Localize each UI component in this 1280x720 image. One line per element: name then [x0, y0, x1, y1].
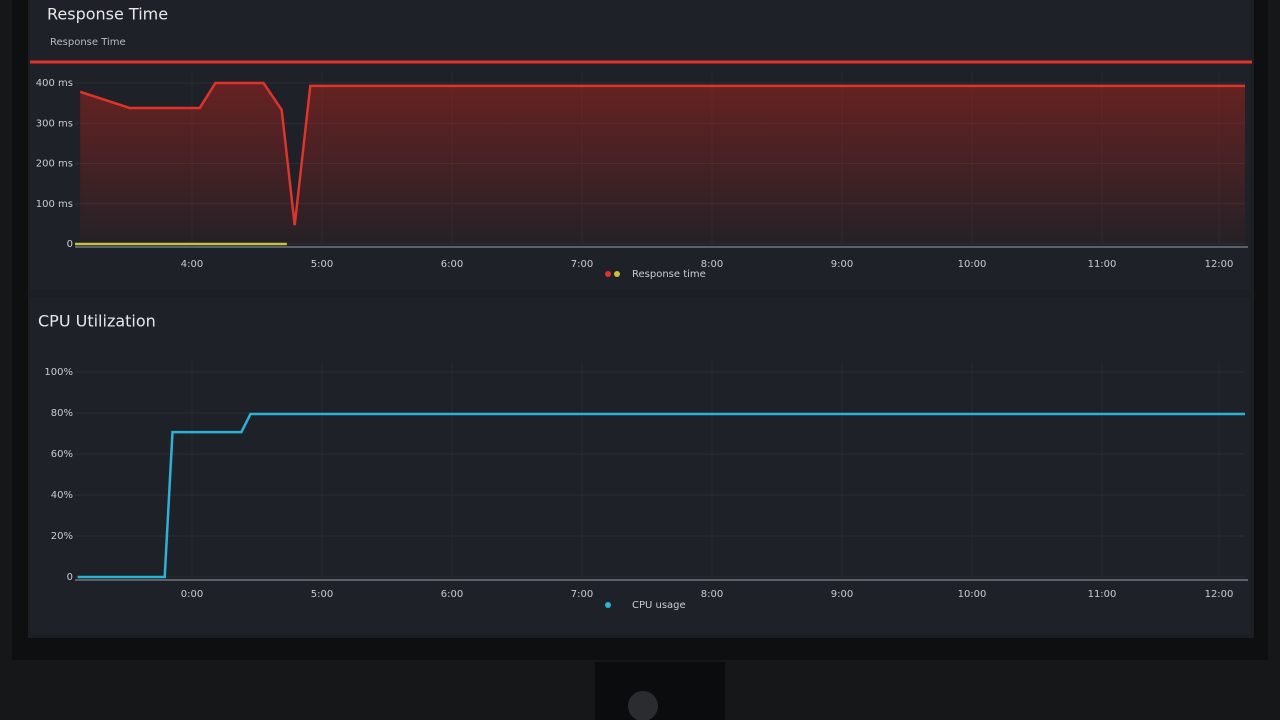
- legend-label: CPU usage: [632, 600, 686, 611]
- x-tick-label: 5:00: [311, 259, 333, 270]
- power-button[interactable]: [628, 691, 658, 720]
- y-tick-label: 100 ms: [36, 199, 73, 210]
- x-tick-label: 0:00: [181, 589, 203, 600]
- chart-title: CPU Utilization: [38, 312, 156, 331]
- x-tick-label: 9:00: [831, 589, 853, 600]
- y-tick-label: 60%: [51, 449, 73, 460]
- y-tick-label: 300 ms: [36, 118, 73, 129]
- x-tick-label: 8:00: [701, 259, 723, 270]
- chart-subtitle: Response Time: [50, 37, 126, 48]
- line: [77, 412, 1245, 579]
- line: [79, 81, 1245, 226]
- legend-swatch: [614, 271, 620, 277]
- x-tick-label: 5:00: [311, 589, 333, 600]
- x-tick-label: 6:00: [441, 589, 463, 600]
- x-tick-label: 11:00: [1088, 259, 1117, 270]
- x-tick-label: 10:00: [958, 259, 987, 270]
- stand: [595, 662, 725, 720]
- y-tick-label: 100%: [44, 367, 73, 378]
- x-tick-label: 4:00: [181, 259, 203, 270]
- y-tick-label: 0: [67, 239, 73, 250]
- x-tick-label: 8:00: [701, 589, 723, 600]
- x-tick-label: 6:00: [441, 259, 463, 270]
- legend-label: Response time: [632, 269, 706, 280]
- y-tick-label: 200 ms: [36, 159, 73, 170]
- x-tick-label: 12:00: [1205, 589, 1234, 600]
- y-tick-label: 20%: [51, 531, 73, 542]
- y-tick-label: 0: [67, 572, 73, 583]
- y-tick-label: 80%: [51, 408, 73, 419]
- x-tick-label: 7:00: [571, 259, 593, 270]
- area: [80, 83, 1246, 244]
- x-tick-label: 11:00: [1088, 589, 1117, 600]
- x-tick-label: 7:00: [571, 589, 593, 600]
- panel-bottom: [30, 298, 1250, 634]
- legend-swatch: [605, 271, 611, 277]
- y-tick-label: 400 ms: [36, 78, 73, 89]
- chart-title: Response Time: [47, 5, 168, 24]
- y-tick-label: 40%: [51, 490, 73, 501]
- x-tick-label: 10:00: [958, 589, 987, 600]
- x-tick-label: 12:00: [1205, 259, 1234, 270]
- x-tick-label: 9:00: [831, 259, 853, 270]
- legend-swatch: [605, 602, 611, 608]
